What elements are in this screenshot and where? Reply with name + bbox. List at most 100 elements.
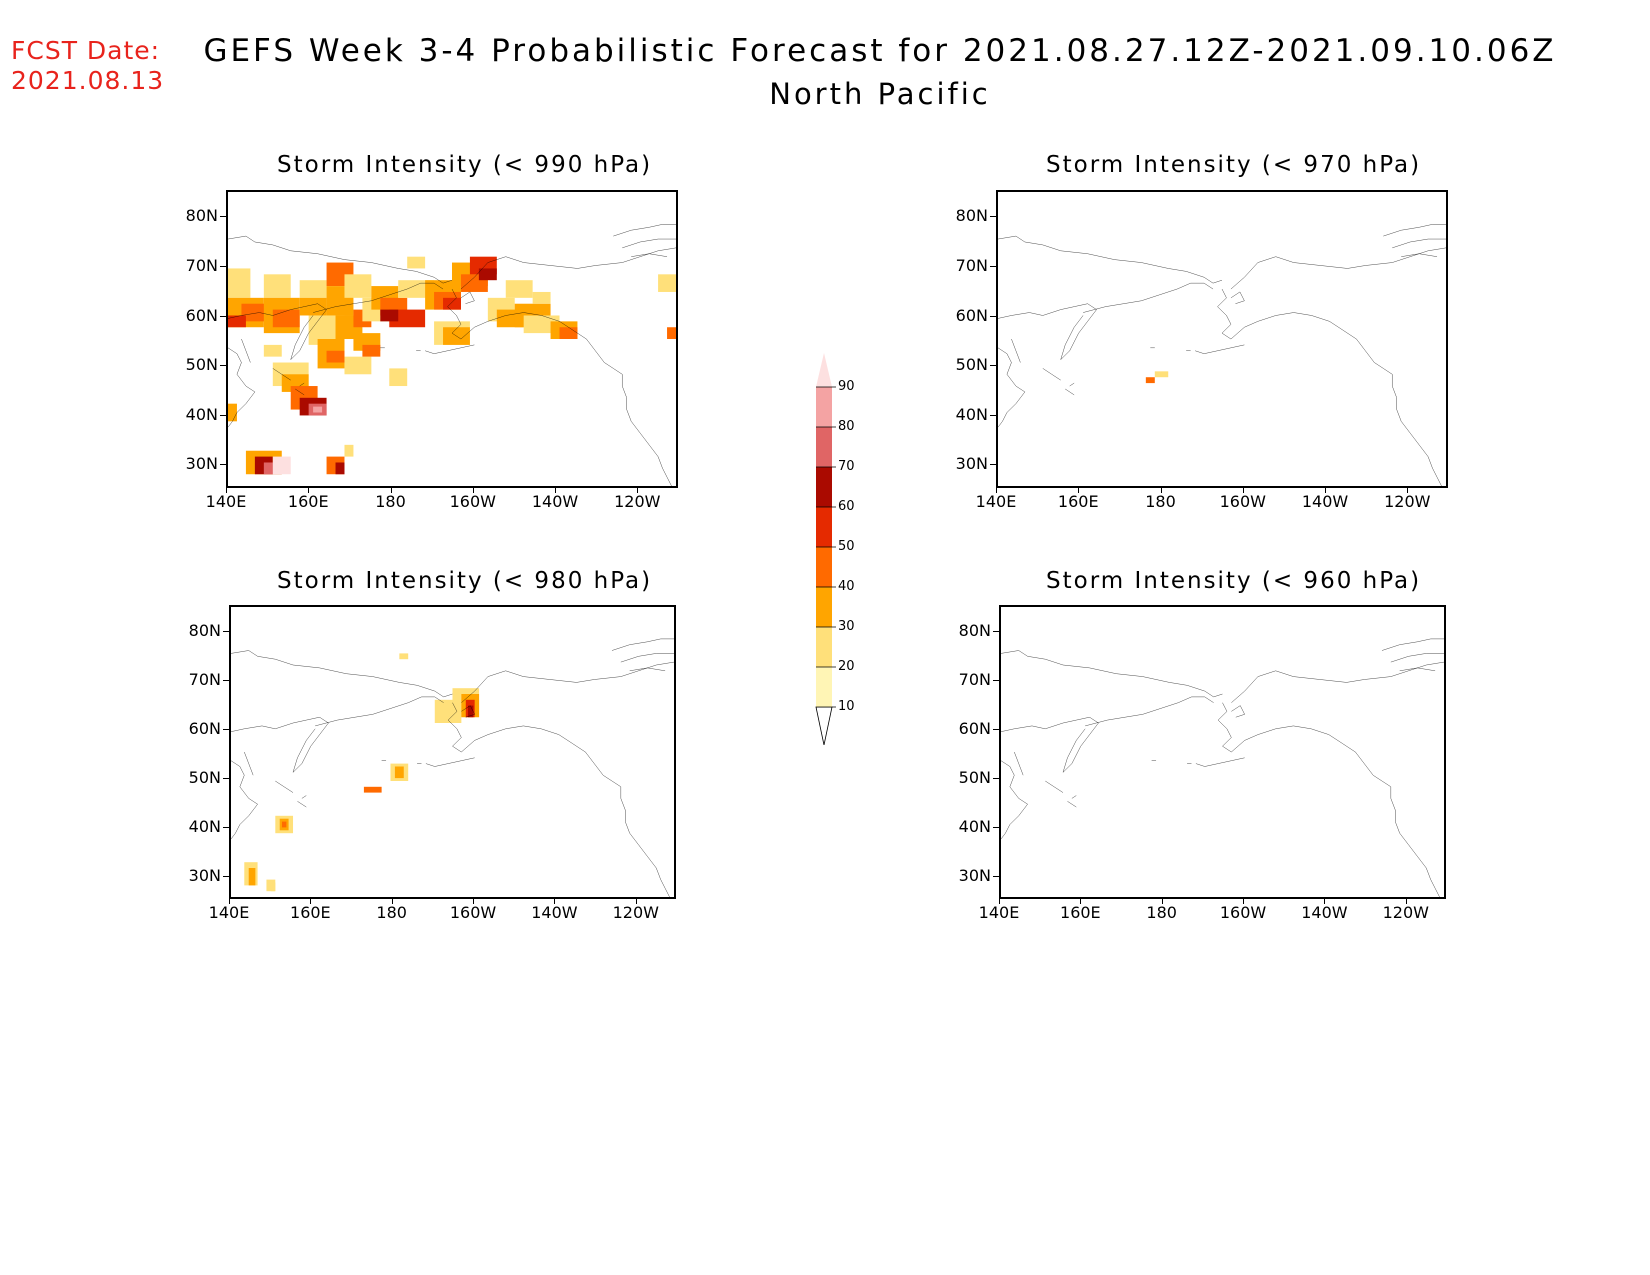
forecast-date-value: 2021.08.13 [11, 66, 165, 95]
lat-tick-label: 70N [958, 669, 991, 689]
probability-cell [478, 268, 497, 281]
colorbar-graphic [815, 353, 836, 746]
lon-tick-label: 160E [1057, 492, 1099, 511]
colorbar-segment [816, 547, 832, 587]
colorbar-segment [816, 467, 832, 507]
colorbar-level-label: 80 [838, 419, 855, 434]
probability-cell [335, 462, 345, 475]
coastline [228, 348, 255, 427]
colorbar-segment [816, 387, 832, 427]
lat-tick [220, 265, 226, 267]
lon-tick [996, 488, 997, 493]
map-panel-970 [996, 190, 1448, 488]
lon-tick-label: 160W [1219, 903, 1267, 922]
probability-cell [532, 291, 551, 304]
probability-cell [270, 882, 276, 892]
map-canvas [1001, 607, 1444, 897]
forecast-date-label: FCST Date: [11, 36, 161, 65]
colorbar-level-label: 70 [838, 459, 855, 474]
lat-tick-label: 80N [958, 620, 991, 640]
coastline [1383, 224, 1446, 256]
coastline [1231, 292, 1244, 304]
lat-tick-label: 50N [955, 355, 988, 375]
probability-cell [399, 653, 409, 660]
probability-cell [248, 868, 256, 886]
lon-tick [226, 488, 227, 493]
lon-tick-label: 180 [376, 903, 407, 922]
lat-tick-label: 80N [185, 206, 218, 226]
lat-tick [993, 875, 999, 877]
probability-cell [263, 344, 282, 357]
probability-cell [443, 297, 461, 310]
colorbar-segment [816, 627, 832, 667]
lon-tick [1325, 488, 1327, 493]
coastline [1391, 787, 1440, 897]
lon-tick-label: 160E [287, 492, 329, 511]
lon-tick-label: 180 [1146, 903, 1177, 922]
lat-tick [220, 365, 226, 367]
lat-tick [993, 826, 999, 828]
colorbar-segment [816, 587, 832, 627]
lon-tick [1161, 899, 1163, 904]
probability-cell [380, 309, 399, 322]
coastline [1070, 348, 1191, 386]
panel-title-990: Storm Intensity (< 990 hPa) [277, 152, 653, 178]
probability-cell [363, 786, 382, 793]
lon-tick [391, 899, 393, 904]
lat-tick-label: 30N [955, 454, 988, 474]
probability-cell [505, 280, 533, 298]
probability-cell [281, 821, 287, 828]
coastline [998, 236, 1222, 283]
lon-tick [1324, 899, 1326, 904]
probability-cell [313, 406, 323, 413]
lon-tick [308, 488, 310, 493]
lon-tick [635, 899, 637, 904]
lat-tick [223, 729, 229, 731]
lat-tick [220, 464, 226, 466]
lat-tick-label: 40N [185, 404, 218, 424]
coastline [1218, 289, 1393, 374]
lat-tick-label: 50N [188, 767, 221, 787]
lon-tick-label: 120W [612, 903, 659, 922]
coastline [448, 703, 621, 787]
colorbar-level-label: 90 [838, 379, 855, 394]
coastline [1392, 374, 1441, 486]
panel-title-960: Storm Intensity (< 960 hPa) [1046, 568, 1422, 594]
coastline [300, 348, 421, 386]
colorbar-level-label: 10 [838, 699, 855, 714]
region-subtitle: North Pacific [769, 77, 991, 111]
lat-tick-label: 70N [185, 255, 218, 275]
coastline [1231, 662, 1444, 703]
lat-tick-label: 30N [958, 865, 991, 885]
lon-tick-label: 160W [449, 492, 496, 511]
lon-tick [1078, 488, 1080, 493]
lat-tick [223, 826, 229, 828]
probability-cell [344, 274, 372, 298]
panel-title-970: Storm Intensity (< 970 hPa) [1046, 152, 1422, 178]
lon-tick [637, 488, 639, 493]
lon-tick-label: 160E [1060, 903, 1101, 922]
coastline [315, 697, 443, 726]
coastline [228, 236, 452, 283]
lon-tick [554, 899, 556, 904]
probability-cell [299, 297, 327, 316]
colorbar-level-label: 40 [838, 579, 855, 594]
lat-tick [220, 216, 226, 218]
lat-tick [223, 679, 229, 681]
lon-tick [472, 488, 474, 493]
coastline [1001, 761, 1028, 839]
lon-tick [1407, 488, 1409, 493]
coastline [426, 758, 475, 767]
lon-tick [999, 899, 1000, 904]
coastline [425, 345, 474, 354]
coastline [461, 292, 474, 304]
colorbar-segment [816, 507, 832, 547]
lat-tick-label: 60N [955, 305, 988, 325]
lat-tick-label: 60N [958, 719, 991, 739]
lat-tick [223, 875, 229, 877]
coastline [1011, 339, 1074, 395]
colorbar-segment [816, 667, 832, 707]
probability-cell [263, 462, 282, 475]
coastline [622, 374, 671, 486]
coastline [231, 761, 258, 839]
